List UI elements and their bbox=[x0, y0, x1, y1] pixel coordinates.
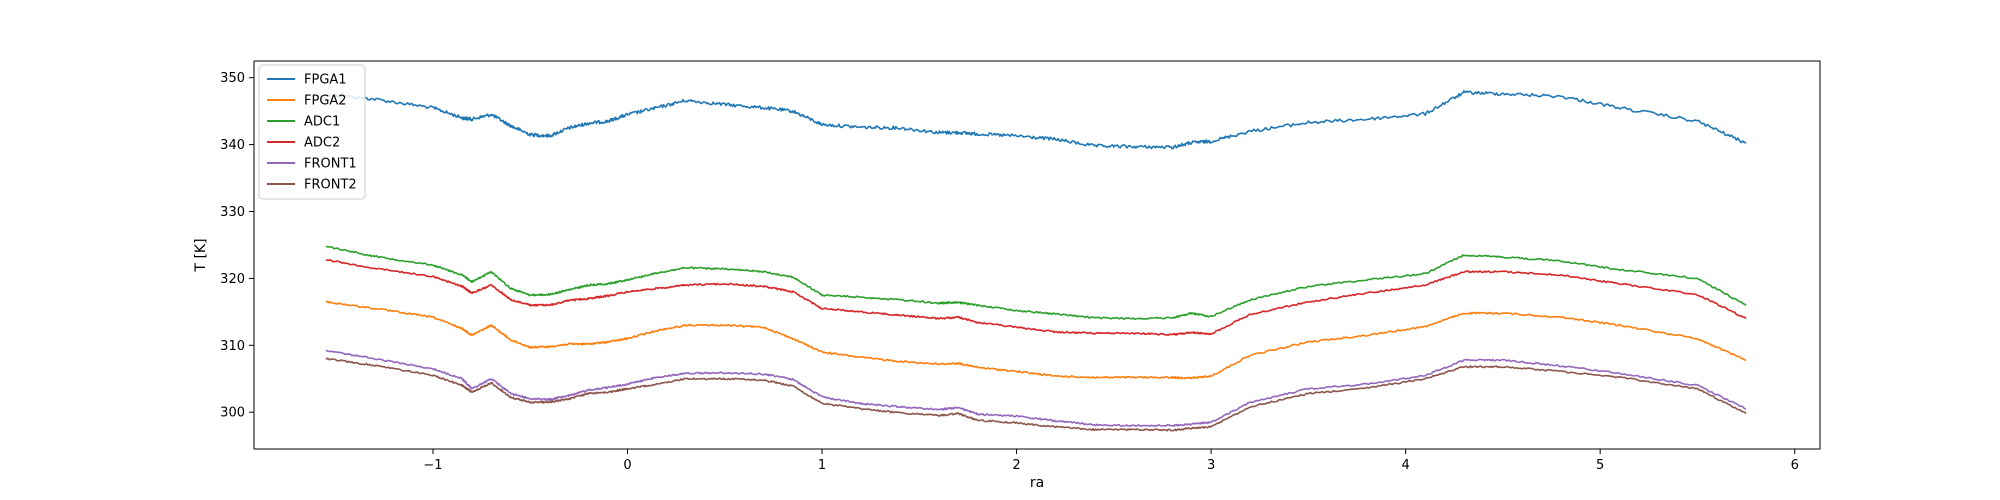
y-axis-label: T [K] bbox=[193, 238, 209, 272]
y-tick-label: 340 bbox=[220, 138, 245, 153]
y-axis: 300 310 320 330 340 350 bbox=[220, 71, 254, 421]
series-line-adc1 bbox=[325, 245, 1747, 321]
legend-box bbox=[258, 64, 366, 200]
x-tick-label: 5 bbox=[1596, 458, 1604, 473]
x-tick-label: 3 bbox=[1207, 458, 1215, 473]
x-tick-label: 1 bbox=[818, 458, 826, 473]
series-line-front2 bbox=[325, 357, 1747, 432]
plot-area-frame bbox=[253, 60, 1821, 450]
x-axis-label: ra bbox=[1030, 475, 1044, 491]
legend-label-adc1: ADC1 bbox=[304, 115, 340, 130]
y-tick-label: 350 bbox=[220, 71, 245, 86]
legend-label-fpga2: FPGA2 bbox=[304, 94, 347, 109]
x-tick-label: 2 bbox=[1012, 458, 1020, 473]
x-tick-label: 0 bbox=[623, 458, 631, 473]
legend-label-front1: FRONT1 bbox=[304, 157, 357, 172]
y-tick-label: 330 bbox=[220, 205, 245, 220]
x-axis: −1 0 1 2 3 4 5 6 bbox=[423, 449, 1799, 473]
series-layer bbox=[325, 90, 1747, 432]
y-tick-label: 300 bbox=[220, 406, 245, 421]
legend-label-front2: FRONT2 bbox=[304, 178, 357, 193]
series-line-fpga2 bbox=[325, 300, 1747, 380]
x-tick-label: 6 bbox=[1791, 458, 1799, 473]
legend-label-fpga1: FPGA1 bbox=[304, 73, 347, 88]
legend: FPGA1 FPGA2 ADC1 ADC2 FRONT1 FRONT2 bbox=[258, 64, 366, 200]
x-tick-label: −1 bbox=[423, 458, 442, 473]
y-tick-label: 310 bbox=[220, 339, 245, 354]
series-line-fpga1 bbox=[325, 90, 1747, 150]
series-line-front1 bbox=[325, 349, 1747, 428]
y-tick-label: 320 bbox=[220, 272, 245, 287]
x-tick-label: 4 bbox=[1402, 458, 1410, 473]
series-line-adc2 bbox=[325, 259, 1747, 336]
legend-label-adc2: ADC2 bbox=[304, 136, 340, 151]
